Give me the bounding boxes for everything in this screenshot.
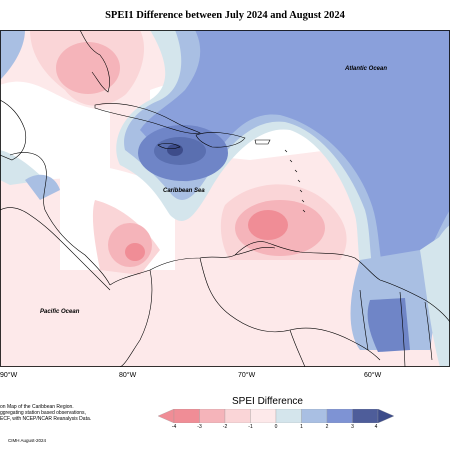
legend-swatch bbox=[173, 409, 200, 423]
positive-anomaly-region bbox=[0, 30, 25, 80]
legend-tick: -1 bbox=[248, 424, 253, 430]
positive-anomaly-region bbox=[420, 230, 450, 367]
credit-text: CIMH August-2024 bbox=[8, 438, 47, 443]
sea-label-caribbean: Caribbean Sea bbox=[163, 188, 205, 194]
legend-swatch bbox=[199, 409, 226, 423]
legend-swatch bbox=[326, 409, 353, 423]
negative-anomaly-core bbox=[56, 42, 120, 94]
positive-anomaly-region bbox=[140, 30, 450, 280]
longitude-label: 60°W bbox=[364, 372, 382, 379]
positive-anomaly-region bbox=[367, 298, 410, 352]
spei-map: Atlantic Ocean Caribbean Sea Pacific Oce… bbox=[0, 30, 450, 367]
note-line: ECF, with NCEP/NCAR Reanalysis Data. bbox=[0, 416, 92, 422]
color-legend bbox=[158, 409, 394, 423]
legend-tick: 0 bbox=[274, 424, 278, 430]
negative-anomaly-core bbox=[125, 243, 145, 261]
legend-swatch bbox=[250, 409, 277, 423]
map-notes: on Map of the Caribbean Region. ggregati… bbox=[0, 404, 91, 422]
positive-anomaly-region bbox=[25, 174, 60, 200]
legend-tick: 4 bbox=[374, 424, 378, 430]
legend-tick: 1 bbox=[300, 424, 303, 430]
positive-anomaly-core bbox=[167, 144, 183, 156]
legend-swatch bbox=[301, 409, 328, 423]
longitude-label: 70°W bbox=[238, 372, 256, 379]
legend-swatch bbox=[275, 409, 302, 423]
note-line: on Map of the Caribbean Region. bbox=[0, 404, 74, 410]
map-title: SPEI1 Difference between July 2024 and A… bbox=[105, 10, 345, 21]
legend-title: SPEI Difference bbox=[232, 396, 303, 407]
legend-tick: 2 bbox=[325, 424, 329, 430]
note-line: ggregating station based observations, bbox=[0, 410, 86, 416]
longitude-label: 90°W bbox=[0, 372, 18, 379]
legend-tick: -3 bbox=[197, 424, 202, 430]
legend-arrow-low bbox=[158, 409, 175, 423]
legend-tick: 3 bbox=[351, 424, 354, 430]
legend-tick: -4 bbox=[171, 424, 177, 430]
negative-anomaly-core bbox=[248, 210, 288, 240]
longitude-label: 80°W bbox=[119, 372, 137, 379]
legend-swatch bbox=[224, 409, 251, 423]
ocean-label-atlantic: Atlantic Ocean bbox=[344, 66, 387, 72]
legend-arrow-high bbox=[377, 409, 394, 423]
ocean-label-pacific: Pacific Ocean bbox=[40, 309, 80, 315]
neutral-zone bbox=[0, 81, 110, 180]
coastlines bbox=[0, 30, 450, 367]
legend-tick: -2 bbox=[222, 424, 228, 430]
legend-swatch bbox=[352, 409, 379, 423]
